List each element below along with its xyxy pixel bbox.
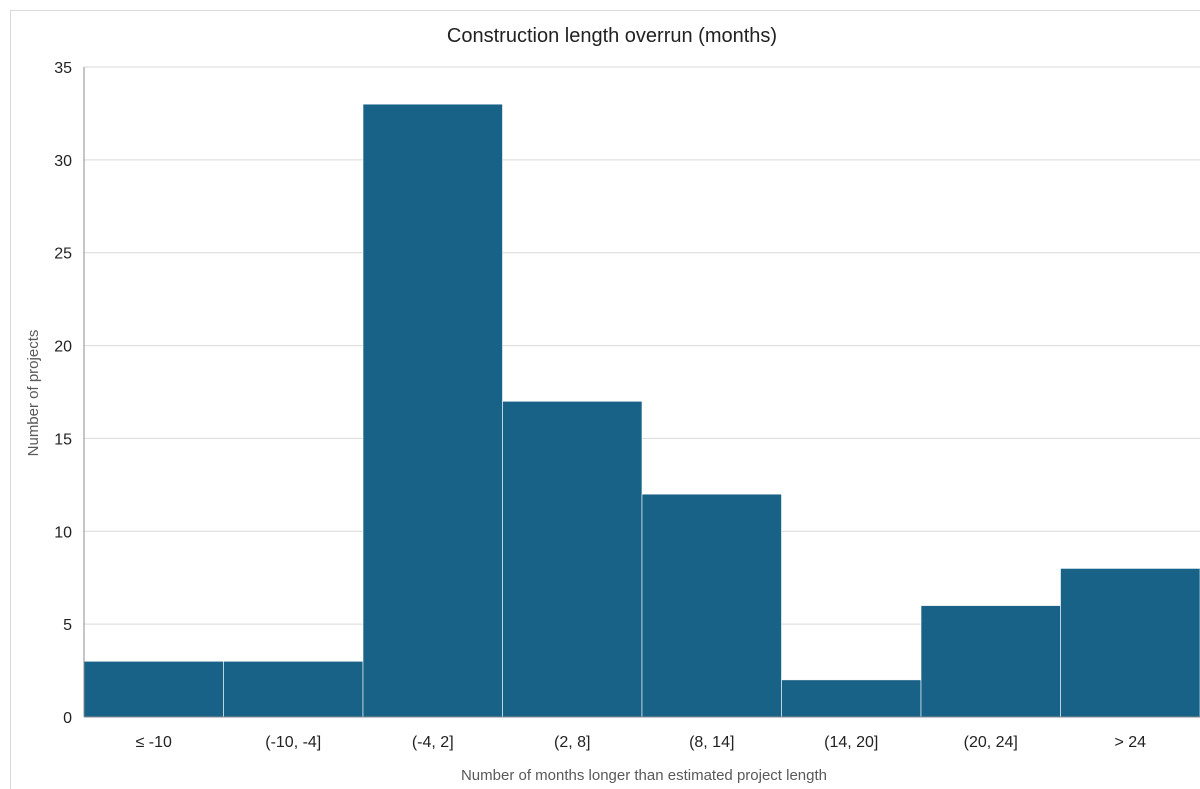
y-tick-label: 10 (54, 524, 72, 541)
bar (781, 679, 922, 718)
y-tick-label: 0 (63, 710, 72, 727)
x-tick-label: (-4, 2] (412, 734, 454, 751)
x-tick-label: ≤ -10 (136, 734, 172, 751)
y-tick-label: 35 (54, 60, 72, 77)
y-tick-label: 30 (54, 153, 72, 170)
x-axis-label: Number of months longer than estimated p… (461, 767, 827, 784)
bar (641, 493, 782, 718)
x-tick-label: (-10, -4] (265, 734, 321, 751)
chart-title: Construction length overrun (months) (447, 25, 777, 47)
x-tick-label: (8, 14] (689, 734, 734, 751)
bar (1060, 568, 1200, 718)
x-tick-label: (2, 8] (554, 734, 590, 751)
x-tick-label: (14, 20] (824, 734, 878, 751)
x-tick-label: > 24 (1114, 734, 1146, 751)
y-tick-label: 5 (63, 617, 72, 634)
y-tick-label: 20 (54, 339, 72, 356)
chart-frame (10, 10, 1200, 789)
bar (83, 660, 224, 718)
x-tick-label: (20, 24] (964, 734, 1018, 751)
y-axis-label: Number of projects (25, 330, 42, 457)
bar (362, 103, 503, 718)
bars (83, 103, 1200, 718)
y-tick-label: 25 (54, 246, 72, 263)
y-tick-label: 15 (54, 431, 72, 448)
x-axis-ticks: ≤ -10 (-10, -4] (-4, 2] (2, 8] (8, 14] (14, 2… (136, 734, 1147, 751)
bar (502, 400, 643, 718)
bar (223, 660, 364, 718)
y-axis-ticks: 0 5 10 15 20 25 30 35 (54, 60, 72, 727)
bar (920, 605, 1061, 718)
